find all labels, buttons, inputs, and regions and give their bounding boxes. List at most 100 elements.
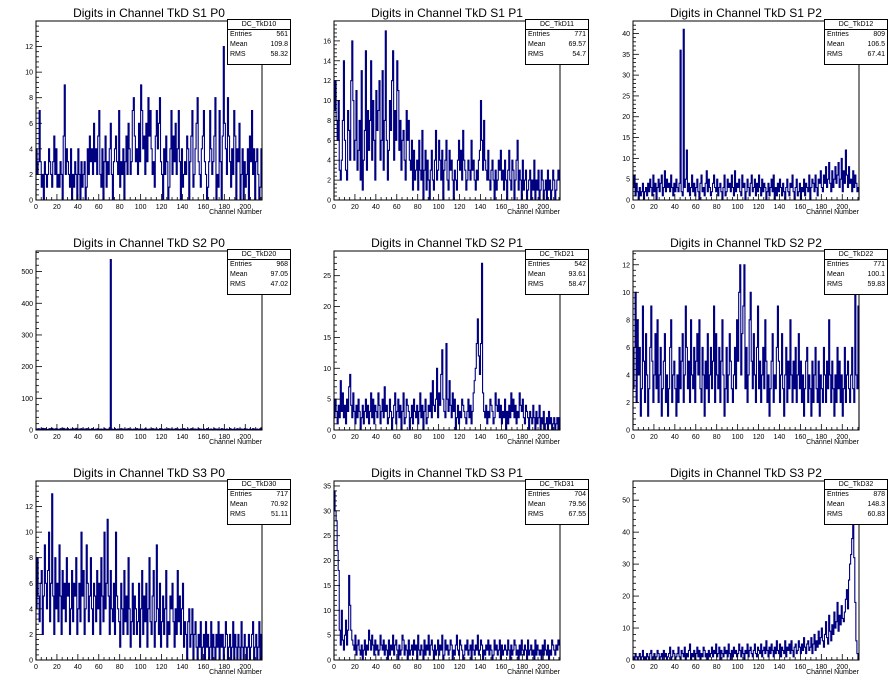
- histogram-panel: Digits in Channel TkD S3 P1 0 20 40 60 80 100 1…: [298, 460, 596, 690]
- x-tick-label: 40: [671, 434, 679, 441]
- stats-value-mean: 148.3: [867, 501, 885, 508]
- x-axis-label: Channel Number: [507, 209, 560, 216]
- x-tick-label: 40: [372, 434, 380, 441]
- x-tick-label: 180: [516, 434, 528, 441]
- y-tick-label: 2: [626, 400, 630, 407]
- stats-value-entries: 561: [276, 31, 288, 38]
- x-tick-label: 100: [732, 434, 744, 441]
- y-tick-label: 14: [323, 58, 331, 65]
- x-tick-label: 140: [177, 434, 189, 441]
- y-tick-label: 12: [25, 504, 33, 511]
- stats-box: DC_TkD21 Entries 542 Mean 93.61 RMS 58.47: [525, 249, 589, 295]
- stats-label-entries: Entries: [230, 31, 252, 38]
- x-tick-label: 60: [692, 204, 700, 211]
- x-tick-label: 20: [53, 204, 61, 211]
- x-tick-label: 160: [496, 434, 508, 441]
- x-tick-label: 100: [433, 204, 445, 211]
- y-tick-label: 4: [29, 606, 33, 613]
- y-tick-label: 10: [25, 70, 33, 77]
- y-tick-label: 0: [626, 428, 630, 435]
- stats-label-entries: Entries: [528, 491, 550, 498]
- histogram-series: [35, 493, 263, 661]
- x-tick-label: 160: [198, 434, 210, 441]
- x-tick-label: 200: [537, 664, 549, 671]
- x-tick-label: 160: [198, 204, 210, 211]
- stats-row-mean: Mean 148.3: [825, 500, 887, 510]
- y-tick-label: 0: [327, 658, 331, 665]
- stats-box: DC_TkD30 Entries 717 Mean 70.92 RMS 51.11: [227, 479, 291, 525]
- histogram-panel: Digits in Channel TkD S3 P2 0 20 40 60 80 100 1…: [597, 460, 895, 690]
- plot-frame: [632, 20, 860, 201]
- stats-row-entries: Entries 771: [526, 30, 588, 40]
- x-tick-label: 140: [475, 204, 487, 211]
- x-tick-label: 60: [95, 204, 103, 211]
- x-tick-label: 80: [414, 664, 422, 671]
- x-tick-label: 60: [95, 434, 103, 441]
- stats-value-mean: 69.57: [568, 41, 586, 48]
- plot-frame: [333, 20, 561, 201]
- stats-label-mean: Mean: [827, 41, 845, 48]
- x-tick-label: 120: [753, 434, 765, 441]
- y-tick-label: 50: [622, 498, 630, 505]
- y-tick-label: 8: [626, 317, 630, 324]
- x-tick-label: 180: [815, 204, 827, 211]
- x-tick-label: 140: [177, 664, 189, 671]
- y-tick-label: 5: [327, 397, 331, 404]
- stats-row-rms: RMS 58.47: [526, 280, 588, 290]
- stats-value-rms: 58.47: [568, 281, 586, 288]
- x-tick-label: 20: [53, 434, 61, 441]
- y-tick-label: 8: [29, 555, 33, 562]
- y-tick-label: 30: [622, 73, 630, 80]
- y-tick-label: 25: [622, 93, 630, 100]
- x-tick-label: 0: [631, 204, 635, 211]
- y-tick-label: 0: [626, 658, 630, 665]
- y-tick-label: 0: [626, 198, 630, 205]
- stats-box-title: DC_TkD31: [526, 480, 588, 490]
- stats-label-entries: Entries: [528, 31, 550, 38]
- stats-label-mean: Mean: [528, 41, 546, 48]
- stats-row-mean: Mean 100.1: [825, 270, 887, 280]
- x-tick-label: 120: [753, 204, 765, 211]
- y-tick-label: 20: [622, 594, 630, 601]
- x-tick-label: 80: [116, 664, 124, 671]
- stats-row-mean: Mean 69.57: [526, 40, 588, 50]
- stats-label-rms: RMS: [827, 51, 843, 58]
- x-tick-label: 40: [74, 434, 82, 441]
- x-tick-label: 100: [135, 204, 147, 211]
- histogram-series: [632, 264, 860, 430]
- stats-label-mean: Mean: [230, 41, 248, 48]
- x-tick-label: 0: [332, 434, 336, 441]
- histogram-plot: 0 20 40 60 80 100 120 140 160 180 200 0 10 20 30 40 50: [622, 480, 860, 671]
- x-tick-label: 120: [454, 664, 466, 671]
- chart-title: Digits in Channel TkD S2 P0: [73, 236, 225, 250]
- chart-title: Digits in Channel TkD S3 P0: [73, 466, 225, 480]
- stats-value-rms: 51.11: [271, 511, 288, 518]
- stats-box: DC_TkD12 Entries 809 Mean 106.5 RMS 67.41: [824, 19, 888, 65]
- stats-label-entries: Entries: [827, 491, 849, 498]
- x-axis-label: Channel Number: [806, 209, 859, 216]
- y-tick-label: 16: [323, 38, 331, 45]
- x-tick-label: 0: [34, 204, 38, 211]
- chart-title: Digits in Channel TkD S3 P1: [371, 466, 523, 480]
- stats-box: DC_TkD10 Entries 561 Mean 109.8 RMS 58.32: [227, 19, 291, 65]
- x-tick-label: 20: [351, 434, 359, 441]
- x-tick-label: 200: [537, 204, 549, 211]
- x-tick-label: 160: [795, 664, 807, 671]
- stats-value-entries: 704: [574, 491, 586, 498]
- x-tick-label: 100: [433, 664, 445, 671]
- y-tick-label: 400: [21, 301, 33, 308]
- stats-label-mean: Mean: [230, 271, 248, 278]
- histogram-plot: 0 20 40 60 80 100 120 140 160 180 200 0 5 10 15 20 25: [323, 250, 561, 441]
- x-tick-label: 200: [537, 434, 549, 441]
- x-tick-label: 0: [631, 434, 635, 441]
- stats-box: DC_TkD32 Entries 878 Mean 148.3 RMS 60.83: [824, 479, 888, 525]
- x-tick-label: 120: [156, 664, 168, 671]
- y-tick-label: 40: [622, 31, 630, 38]
- histogram-series: [632, 515, 859, 661]
- x-tick-label: 120: [156, 204, 168, 211]
- histogram-plot: 0 20 40 60 80 100 120 140 160 180 200 0 2 4 6 8 10 12: [622, 250, 860, 441]
- stats-label-rms: RMS: [230, 51, 246, 58]
- x-tick-label: 20: [351, 204, 359, 211]
- x-tick-label: 200: [836, 434, 848, 441]
